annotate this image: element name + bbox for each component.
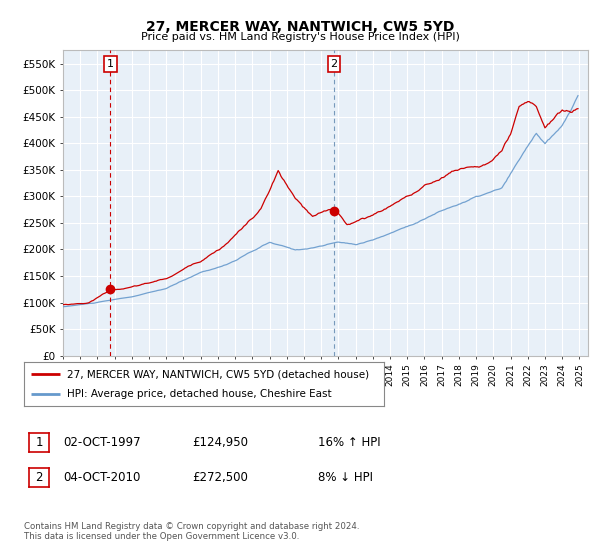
Text: 1: 1: [35, 436, 43, 449]
Text: 8% ↓ HPI: 8% ↓ HPI: [318, 470, 373, 484]
Text: HPI: Average price, detached house, Cheshire East: HPI: Average price, detached house, Ches…: [67, 389, 332, 399]
Text: 2: 2: [35, 470, 43, 484]
Text: Price paid vs. HM Land Registry's House Price Index (HPI): Price paid vs. HM Land Registry's House …: [140, 32, 460, 43]
Text: 16% ↑ HPI: 16% ↑ HPI: [318, 436, 380, 449]
Text: £124,950: £124,950: [192, 436, 248, 449]
Text: 1: 1: [107, 59, 114, 69]
Text: £272,500: £272,500: [192, 470, 248, 484]
Text: 27, MERCER WAY, NANTWICH, CW5 5YD: 27, MERCER WAY, NANTWICH, CW5 5YD: [146, 20, 454, 34]
Text: 27, MERCER WAY, NANTWICH, CW5 5YD (detached house): 27, MERCER WAY, NANTWICH, CW5 5YD (detac…: [67, 369, 370, 379]
Text: 02-OCT-1997: 02-OCT-1997: [63, 436, 140, 449]
Text: 2: 2: [331, 59, 338, 69]
Text: Contains HM Land Registry data © Crown copyright and database right 2024.
This d: Contains HM Land Registry data © Crown c…: [24, 522, 359, 542]
Text: 04-OCT-2010: 04-OCT-2010: [63, 470, 140, 484]
